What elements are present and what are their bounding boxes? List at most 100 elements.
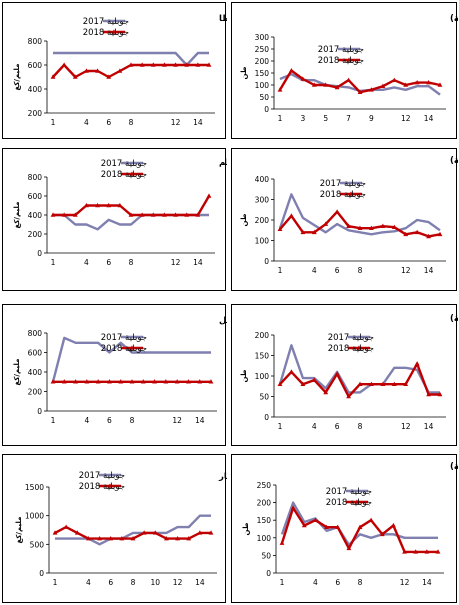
data-point-2018 (163, 379, 169, 384)
data-point-2018 (106, 202, 112, 208)
y-tick-label: 150 (257, 516, 272, 525)
data-point-2018 (334, 209, 340, 214)
chart-panel-onion-supply: تطور التزويد_ البصل (الكمية) 0 50 100 150 200… (231, 304, 458, 446)
chart-title: تطور أسعار البطاطا (219, 12, 227, 24)
data-point-2018 (357, 89, 363, 94)
chart-potato-supply: تطور التزويد_ البطاطا (الكمية) 0 50 100 150 2… (240, 14, 458, 123)
data-point-2018 (414, 80, 420, 85)
legend-marker-2018 (354, 499, 360, 504)
y-tick-label: 200 (28, 230, 43, 239)
chart-title: تطور التزويد_ الفلفل الحار (الكمية) (450, 462, 458, 472)
x-tick-label: 6 (107, 416, 112, 425)
y-tick-label: 200 (28, 109, 43, 118)
chart-title: تطور التزويد_ البصل (الكمية) (450, 314, 458, 324)
data-point-2018 (346, 77, 351, 82)
data-point-2018 (208, 379, 214, 384)
x-tick-label: 4 (84, 416, 89, 425)
data-point-2018 (61, 62, 67, 67)
data-point-2018 (197, 530, 203, 535)
x-tick-label: 4 (84, 258, 89, 267)
data-point-2018 (391, 522, 396, 528)
data-point-2018 (61, 379, 67, 384)
data-point-2018 (129, 379, 135, 384)
data-point-2018 (173, 62, 178, 67)
y-axis-label: طن (240, 66, 248, 79)
chart-panel-onion-price: تطور أسعار البصل0200400600800مليم/كغ1468… (2, 304, 227, 446)
y-axis-label: طن (242, 522, 250, 535)
x-tick-label: 6 (106, 118, 111, 127)
legend-label-2017: جوبلية 2017 (318, 45, 364, 55)
series-line-2018 (53, 195, 211, 217)
y-tick-label: 50 (259, 93, 269, 102)
y-tick-label: 600 (28, 192, 43, 201)
data-point-2018 (391, 77, 397, 82)
data-point-2018 (426, 233, 431, 239)
x-tick-label: 10 (151, 578, 161, 587)
data-point-2018 (72, 212, 78, 217)
y-axis-label: مليم/كغ (15, 517, 23, 544)
chart-chili-price: تطور أسعار الفلفل الحار 0 500 1000 1500 مليم/… (15, 470, 227, 587)
data-point-2018 (311, 82, 317, 87)
data-point-2018 (346, 223, 351, 228)
legend-label-2018: جوبلية 2018 (326, 498, 372, 508)
x-tick-label: 3 (300, 114, 305, 123)
data-point-2018 (380, 223, 386, 228)
x-tick-label: 4 (312, 266, 317, 275)
data-point-2018 (152, 530, 158, 535)
y-tick-label: 400 (28, 211, 43, 220)
data-point-2018 (301, 522, 307, 528)
x-tick-label: 4 (86, 578, 91, 587)
y-tick-label: 800 (28, 173, 43, 182)
y-tick-label: 0 (264, 257, 269, 266)
x-tick-label: 4 (84, 118, 89, 127)
chart-onion-price: تطور أسعار البصل0200400600800مليم/كغ1468… (13, 314, 227, 425)
y-axis-label: طن (240, 369, 248, 382)
data-point-2018 (184, 62, 190, 67)
chart-title: تطور التزويد_ الطماطم (الكمية) (450, 156, 458, 166)
x-tick-label: 14 (424, 114, 434, 123)
legend-label-2018: جوبلية 2018 (318, 56, 364, 66)
chart-chili-supply: تطور التزويد_ الفلفل الحار (الكمية) 0 50 10… (242, 462, 458, 587)
x-tick-label: 7 (346, 114, 351, 123)
y-tick-label: 250 (257, 481, 272, 490)
data-point-2018 (106, 74, 112, 79)
legend-marker-2018 (346, 57, 352, 62)
x-tick-label: 1 (278, 114, 283, 123)
data-point-2018 (118, 379, 124, 384)
legend-label-2017: جوبلية 2017 (101, 159, 147, 169)
x-tick-label: 14 (193, 258, 203, 267)
data-point-2018 (369, 87, 374, 92)
data-point-2018 (369, 225, 374, 230)
x-tick-label: 8 (129, 258, 134, 267)
data-point-2018 (311, 377, 317, 382)
y-tick-label: 0 (37, 249, 42, 258)
chart-title: تطور أسعار الفلفل الحار (218, 470, 227, 482)
y-tick-label: 400 (28, 368, 43, 377)
chart-potato-price: تطور أسعار البطاطا200400600800مليم/كغ146… (13, 12, 227, 127)
x-tick-label: 1 (51, 258, 56, 267)
x-tick-label: 6 (335, 422, 340, 431)
series-line-2017 (53, 213, 209, 231)
data-point-2018 (368, 517, 374, 522)
x-tick-label: 6 (335, 578, 340, 587)
x-tick-label: 8 (358, 578, 363, 587)
x-tick-label: 12 (171, 258, 181, 267)
data-point-2018 (162, 62, 167, 67)
data-point-2018 (128, 212, 134, 217)
data-point-2018 (413, 549, 419, 554)
legend-marker-2018 (348, 191, 354, 196)
data-point-2018 (50, 379, 56, 384)
data-point-2018 (140, 379, 146, 384)
y-tick-label: 200 (255, 57, 270, 66)
y-tick-label: 600 (28, 61, 43, 70)
data-point-2018 (300, 76, 306, 81)
data-point-2018 (357, 524, 363, 530)
data-point-2018 (152, 379, 157, 384)
data-point-2018 (346, 393, 351, 399)
legend-label-2017: جوبلية 2017 (79, 471, 125, 481)
x-tick-label: 6 (335, 266, 340, 275)
data-point-2018 (74, 530, 80, 535)
chart-tomato-supply: تطور التزويد_ الطماطم (الكمية) 0 100 200 300… (240, 156, 458, 275)
series-line-2018 (280, 506, 438, 554)
legend-marker-2018 (129, 171, 135, 176)
